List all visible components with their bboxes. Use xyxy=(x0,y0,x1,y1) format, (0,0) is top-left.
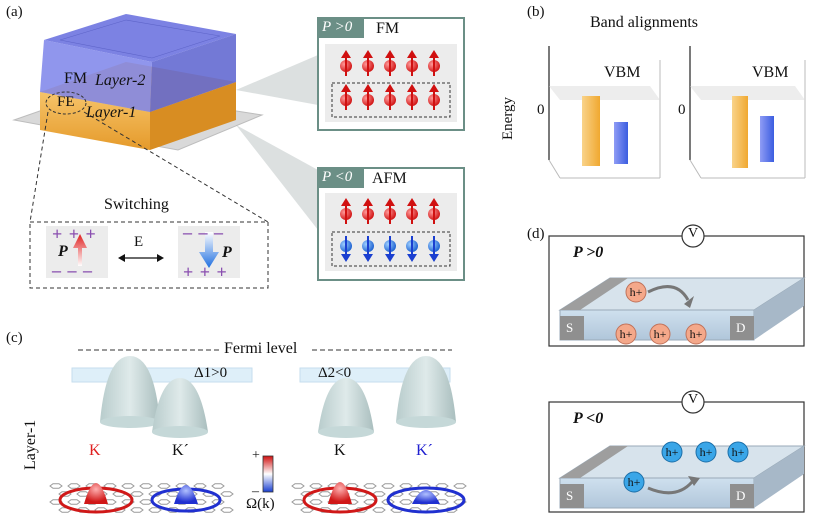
top-hole: h+ xyxy=(615,323,637,345)
top-condition: P >0 xyxy=(573,244,604,261)
afm-spin-bottom xyxy=(362,236,374,262)
fm-spin-bottom xyxy=(384,84,396,110)
afm-spin-bottom xyxy=(406,236,418,262)
bottom-hole: h+ xyxy=(661,441,683,463)
afm-spin-bottom xyxy=(428,236,440,262)
panel-label-a: (a) xyxy=(6,4,23,20)
fm-spin-top xyxy=(406,50,418,76)
bottom-source: S xyxy=(566,488,574,503)
afm-spin-top xyxy=(406,198,418,224)
layer2-label: Layer-2 xyxy=(95,72,146,89)
fm-spin-top xyxy=(384,50,396,76)
left-minus-charges: – – – xyxy=(52,260,93,280)
fermi-level-label: Fermi level xyxy=(224,340,298,357)
afm-spin-top xyxy=(340,198,352,224)
box-pos-state: FM xyxy=(376,20,400,37)
svg-text:h+: h+ xyxy=(690,327,703,341)
right-pol-symbol: P xyxy=(222,244,232,261)
top-hole-moving: h+ xyxy=(625,281,647,303)
top-hole: h+ xyxy=(649,323,671,345)
panel-label-d: (d) xyxy=(527,226,545,242)
left-pol-symbol: P xyxy=(58,243,68,260)
box-neg-condition: P <0 xyxy=(322,169,353,185)
svg-text:h+: h+ xyxy=(666,445,679,459)
box-pos-condition: P >0 xyxy=(322,19,353,35)
right-minus-charges: – – – xyxy=(183,222,224,242)
bottom-condition: P <0 xyxy=(573,410,604,427)
zero-left: 0 xyxy=(537,102,545,118)
top-source: S xyxy=(566,320,574,335)
fe-tag: FE xyxy=(57,94,75,110)
fm-spin-top xyxy=(362,50,374,76)
bottom-drain: D xyxy=(736,488,746,503)
bottom-voltmeter: V xyxy=(688,392,699,407)
panel-label-b: (b) xyxy=(527,4,545,20)
svg-text:h+: h+ xyxy=(654,327,667,341)
panel-label-c: (c) xyxy=(6,330,23,346)
fm-spin-bottom xyxy=(362,84,374,110)
valley-k-right: K xyxy=(334,442,346,459)
afm-spin-top xyxy=(362,198,374,224)
fm-tag: FM xyxy=(64,70,88,87)
top-drain: D xyxy=(736,320,746,335)
vbm-left: VBM xyxy=(604,64,641,81)
delta2-label: Δ2<0 xyxy=(318,365,352,381)
valley-kp-right: K´ xyxy=(416,442,433,459)
svg-text:h+: h+ xyxy=(700,445,713,459)
vbm-right: VBM xyxy=(752,64,789,81)
svg-text:h+: h+ xyxy=(630,285,643,299)
colorbar-minus: – xyxy=(252,484,259,499)
fm-spin-top xyxy=(428,50,440,76)
fm-spin-top xyxy=(340,50,352,76)
fm-spin-bottom xyxy=(428,84,440,110)
valley-kp-left: K´ xyxy=(172,442,189,459)
afm-spin-bottom xyxy=(384,236,396,262)
left-plus-charges: + + + xyxy=(52,224,97,244)
top-voltmeter: V xyxy=(688,226,699,241)
colorbar-label: Ω(k) xyxy=(246,496,275,512)
bottom-hole: h+ xyxy=(695,441,717,463)
fm-spin-bottom xyxy=(406,84,418,110)
fm-spin-bottom xyxy=(340,84,352,110)
panel-b-title: Band alignments xyxy=(590,14,698,31)
field-label: E xyxy=(134,234,144,250)
bottom-hole: h+ xyxy=(727,441,749,463)
layer1-label: Layer-1 xyxy=(86,104,137,121)
svg-text:h+: h+ xyxy=(732,445,745,459)
afm-spin-top xyxy=(428,198,440,224)
zero-right: 0 xyxy=(678,102,686,118)
switching-title: Switching xyxy=(104,196,169,213)
delta1-label: Δ1>0 xyxy=(194,365,228,381)
afm-spin-top xyxy=(384,198,396,224)
colorbar-plus: + xyxy=(252,448,260,463)
box-neg-state: AFM xyxy=(372,170,407,187)
svg-text:h+: h+ xyxy=(620,327,633,341)
right-plus-charges: + + + xyxy=(183,262,228,282)
bottom-hole-moving: h+ xyxy=(623,471,645,493)
svg-text:h+: h+ xyxy=(628,475,641,489)
top-hole: h+ xyxy=(685,323,707,345)
valley-k-left: K xyxy=(89,442,101,459)
afm-spin-bottom xyxy=(340,236,352,262)
